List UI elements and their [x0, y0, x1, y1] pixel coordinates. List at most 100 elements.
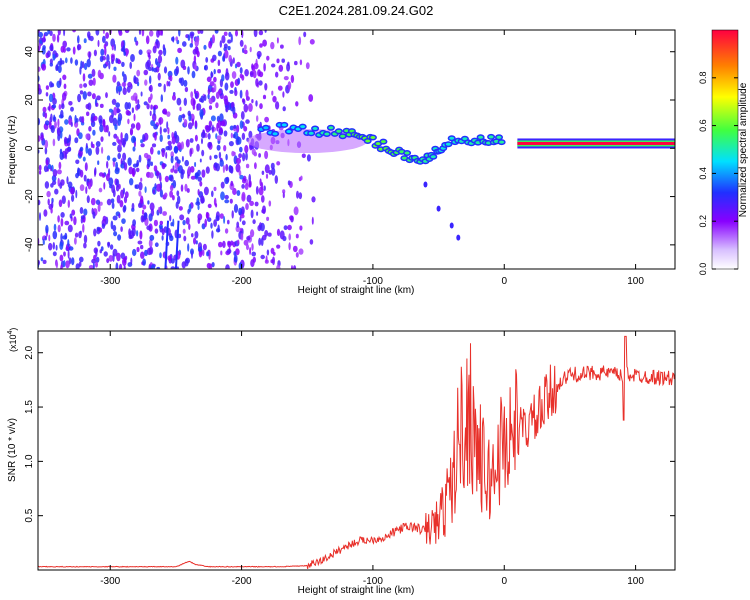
noise-blob	[152, 45, 157, 54]
noise-blob	[191, 233, 194, 238]
noise-blob	[199, 30, 204, 34]
spectrogram-y-label: Frequency (Hz)	[7, 116, 18, 185]
noise-blob	[206, 212, 210, 219]
noise-blob	[100, 48, 105, 56]
noise-blob	[86, 111, 90, 117]
x-tick-label: -200	[232, 576, 252, 587]
noise-blob	[148, 213, 153, 222]
noise-blob	[89, 35, 94, 42]
noise-blob	[291, 265, 293, 269]
noise-blob	[155, 58, 158, 65]
noise-blob	[117, 85, 123, 92]
noise-blob	[113, 106, 117, 116]
noise-blob	[188, 122, 193, 130]
noise-blob	[60, 264, 63, 269]
noise-blob	[62, 40, 67, 48]
noise-blob	[138, 190, 142, 197]
noise-blob	[59, 182, 63, 189]
noise-blob	[244, 182, 249, 191]
noise-blob	[159, 126, 162, 135]
noise-blob	[116, 59, 122, 65]
track-blob	[340, 134, 346, 138]
noise-blob	[79, 256, 84, 263]
noise-blob	[258, 71, 264, 78]
noise-blob	[287, 180, 291, 186]
noise-blob	[64, 232, 68, 240]
noise-blob	[213, 162, 218, 169]
noise-blob	[212, 54, 217, 61]
noise-blob	[183, 235, 187, 242]
noise-blob	[109, 115, 114, 124]
noise-blob	[43, 209, 48, 217]
noise-blob	[209, 155, 212, 161]
noise-blob	[211, 230, 214, 239]
noise-blob	[108, 131, 111, 137]
noise-blob	[40, 257, 44, 262]
noise-blob	[228, 165, 233, 173]
x-tick-label: -200	[232, 276, 252, 287]
noise-blob	[115, 57, 118, 64]
track-blob	[312, 127, 318, 130]
noise-blob	[111, 98, 117, 105]
noise-blob	[50, 113, 53, 123]
noise-blob	[290, 74, 295, 84]
noise-blob	[117, 117, 122, 126]
noise-blob	[123, 73, 127, 83]
noise-blob	[152, 189, 155, 195]
noise-blob	[263, 62, 266, 72]
noise-blob	[208, 251, 211, 260]
track-blob	[263, 126, 269, 130]
noise-blob	[157, 72, 161, 81]
noise-blob	[57, 65, 62, 73]
noise-blob	[169, 175, 174, 182]
noise-blob	[70, 121, 73, 127]
noise-blob	[276, 58, 280, 64]
noise-blob	[52, 242, 55, 250]
noise-blob	[167, 127, 170, 135]
noise-blob	[309, 239, 314, 245]
noise-blob	[271, 167, 276, 176]
noise-blob	[244, 145, 249, 154]
noise-blob	[197, 246, 203, 252]
noise-blob	[216, 144, 221, 151]
noise-blob	[173, 169, 178, 174]
noise-blob	[155, 171, 160, 176]
track-blob	[399, 150, 405, 154]
noise-blob	[97, 160, 100, 165]
noise-blob	[217, 50, 222, 57]
noise-blob	[264, 150, 269, 160]
noise-blob	[51, 104, 57, 109]
noise-blob	[107, 242, 110, 248]
noise-blob	[175, 56, 179, 65]
noise-blob	[293, 265, 297, 269]
colorbar-tick-label: 0.6	[698, 119, 708, 132]
noise-blob	[182, 41, 187, 47]
noise-blob	[158, 117, 164, 125]
noise-blob	[115, 184, 120, 192]
noise-blob	[171, 36, 175, 42]
noise-blob	[42, 45, 46, 50]
noise-blob	[95, 199, 101, 205]
noise-blob	[132, 248, 137, 257]
noise-blob	[93, 254, 97, 261]
noise-blob	[213, 219, 218, 227]
noise-blob	[308, 94, 314, 102]
noise-blob	[230, 81, 234, 88]
noise-blob	[55, 261, 59, 269]
noise-blob	[59, 77, 62, 86]
spectrogram-marks	[38, 30, 675, 269]
noise-blob	[203, 186, 209, 196]
noise-blob	[276, 161, 281, 166]
noise-blob	[60, 60, 65, 65]
noise-blob	[165, 151, 168, 159]
noise-blob	[100, 136, 104, 142]
track-blob	[375, 142, 381, 146]
noise-blob	[227, 39, 232, 44]
noise-blob	[54, 120, 57, 129]
noise-blob	[235, 30, 238, 37]
noise-blob	[70, 106, 74, 112]
noise-blob	[96, 95, 101, 101]
noise-blob	[44, 146, 48, 155]
noise-blob	[253, 30, 258, 38]
